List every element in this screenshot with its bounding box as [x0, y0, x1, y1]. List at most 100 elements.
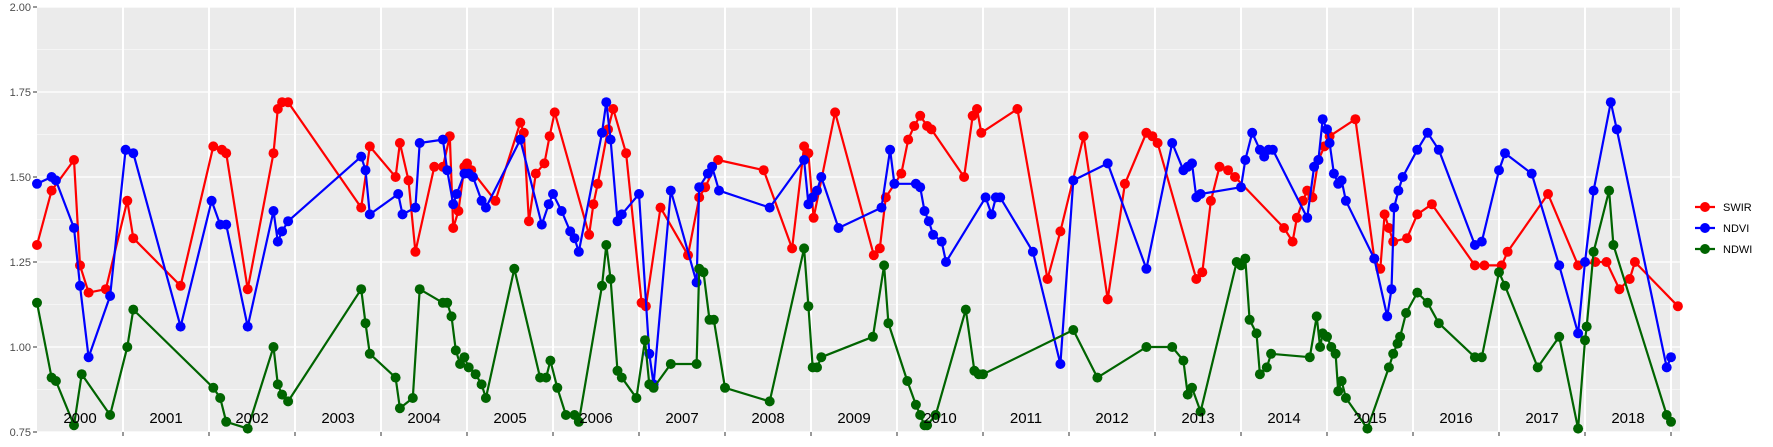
year-label: 2008 [751, 410, 784, 427]
data-point [120, 144, 131, 155]
data-point [448, 199, 459, 210]
data-point [1187, 382, 1197, 393]
data-point [394, 138, 405, 148]
year-label: 2011 [1010, 410, 1042, 427]
data-point [1500, 280, 1510, 291]
data-point [1042, 274, 1053, 284]
data-point [601, 97, 612, 108]
data-point [605, 274, 616, 284]
data-point [816, 352, 827, 363]
data-point [698, 267, 709, 278]
data-point [764, 396, 775, 407]
data-point [584, 229, 595, 240]
year-label: 2000 [63, 410, 96, 427]
legend-label-swir: SWIR [1723, 202, 1752, 214]
data-point [1291, 212, 1302, 223]
data-point [1543, 189, 1553, 199]
data-point [83, 352, 94, 363]
y-tick-label: 2.00 [10, 2, 31, 14]
data-point [69, 155, 79, 165]
year-label: 2018 [1611, 410, 1644, 427]
data-point [889, 178, 900, 189]
data-point [470, 369, 481, 380]
data-point [175, 280, 186, 291]
data-point [215, 393, 226, 403]
data-point [272, 379, 283, 390]
data-point [995, 192, 1006, 203]
data-point [1191, 274, 1202, 284]
data-point [915, 182, 926, 193]
data-point [221, 148, 232, 159]
data-point [1055, 226, 1066, 237]
data-point [930, 410, 941, 420]
data-point [476, 379, 487, 390]
data-point [394, 403, 405, 414]
data-point [1624, 274, 1635, 284]
data-point [1554, 260, 1565, 271]
data-point [480, 202, 491, 213]
data-point [414, 138, 425, 148]
data-point [1661, 362, 1672, 373]
data-point [1350, 114, 1361, 125]
data-point [208, 382, 219, 393]
data-point [1167, 138, 1178, 148]
year-label: 2010 [923, 410, 956, 427]
data-point [1666, 352, 1676, 363]
data-point [437, 134, 448, 145]
data-point [1195, 406, 1206, 417]
data-point [808, 212, 819, 223]
data-point [830, 107, 841, 118]
data-point [509, 263, 520, 274]
data-point [631, 393, 642, 403]
data-point [1311, 311, 1322, 322]
data-point [1369, 253, 1380, 264]
series-ndvi [32, 97, 1676, 390]
data-point [272, 236, 283, 247]
data-point [1068, 175, 1079, 186]
data-point [242, 423, 253, 434]
data-point [1313, 155, 1324, 165]
data-point [972, 104, 982, 114]
data-point [1315, 342, 1326, 352]
data-point [242, 284, 253, 295]
year-label: 2014 [1267, 410, 1300, 427]
data-point [799, 155, 810, 165]
data-point [1422, 127, 1433, 138]
data-point [573, 246, 584, 257]
data-point [1141, 263, 1152, 274]
data-point [1479, 260, 1490, 271]
data-point [1401, 308, 1412, 318]
data-point [1494, 267, 1504, 278]
data-point [446, 311, 457, 322]
y-tick-label: 1.00 [10, 342, 31, 354]
data-point [833, 223, 844, 233]
data-point [1580, 257, 1590, 267]
data-point [714, 185, 724, 196]
data-point [903, 134, 914, 145]
data-point [874, 243, 885, 254]
data-point [1322, 331, 1332, 342]
data-point [980, 192, 991, 203]
data-point [448, 223, 459, 233]
data-point [1476, 236, 1487, 247]
data-point [1336, 376, 1347, 386]
data-point [1195, 189, 1206, 199]
data-point [1382, 311, 1393, 322]
data-point [1383, 362, 1394, 373]
year-label: 2002 [235, 410, 268, 427]
data-point [75, 280, 85, 291]
data-point [442, 297, 453, 308]
data-point [1244, 314, 1255, 325]
data-point [407, 393, 418, 403]
data-point [1279, 223, 1289, 233]
data-point [1362, 423, 1373, 434]
data-point [549, 107, 560, 118]
data-point [1197, 267, 1208, 278]
data-point [941, 257, 951, 267]
data-point [694, 182, 705, 193]
data-point [1666, 416, 1676, 427]
data-point [1078, 131, 1089, 142]
data-point [691, 359, 702, 369]
data-point [1068, 325, 1079, 335]
data-point [453, 206, 464, 216]
